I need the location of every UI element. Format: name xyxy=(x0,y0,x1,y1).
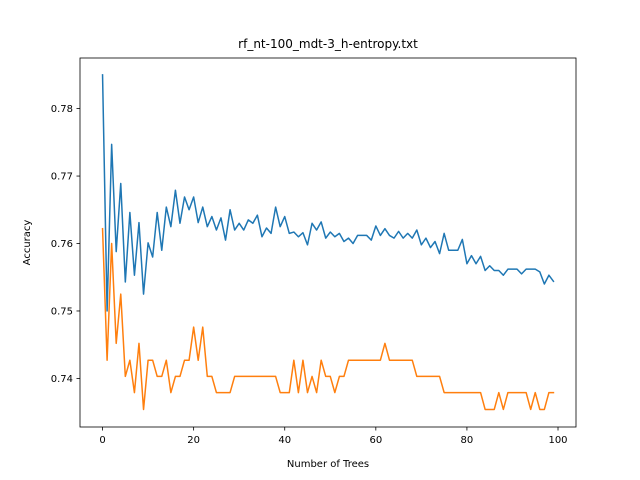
x-tick-label: 80 xyxy=(461,435,474,446)
x-tick-label: 40 xyxy=(278,435,291,446)
y-axis-ticks: 0.74 0.75 0.76 0.77 0.78 xyxy=(51,104,80,385)
y-axis-label: Accuracy xyxy=(22,220,33,266)
x-tick-label: 20 xyxy=(187,435,200,446)
series-line-1 xyxy=(101,74,555,312)
plot-area xyxy=(79,57,577,428)
y-tick-label: 0.76 xyxy=(51,239,73,250)
y-tick-label: 0.74 xyxy=(51,374,73,385)
x-axis-ticks: 0 20 40 60 80 100 xyxy=(99,427,568,446)
y-tick-label: 0.77 xyxy=(51,172,73,183)
x-tick-label: 60 xyxy=(369,435,382,446)
chart-title: rf_nt-100_mdt-3_h-entropy.txt xyxy=(238,37,418,51)
x-tick-label: 100 xyxy=(548,435,567,446)
plot-frame xyxy=(79,57,577,428)
y-tick-label: 0.75 xyxy=(51,306,73,317)
series-group xyxy=(101,74,555,411)
x-axis-label: Number of Trees xyxy=(287,459,369,470)
series-line-2 xyxy=(101,227,555,411)
x-tick-label: 0 xyxy=(99,435,105,446)
y-tick-label: 0.78 xyxy=(51,104,73,115)
